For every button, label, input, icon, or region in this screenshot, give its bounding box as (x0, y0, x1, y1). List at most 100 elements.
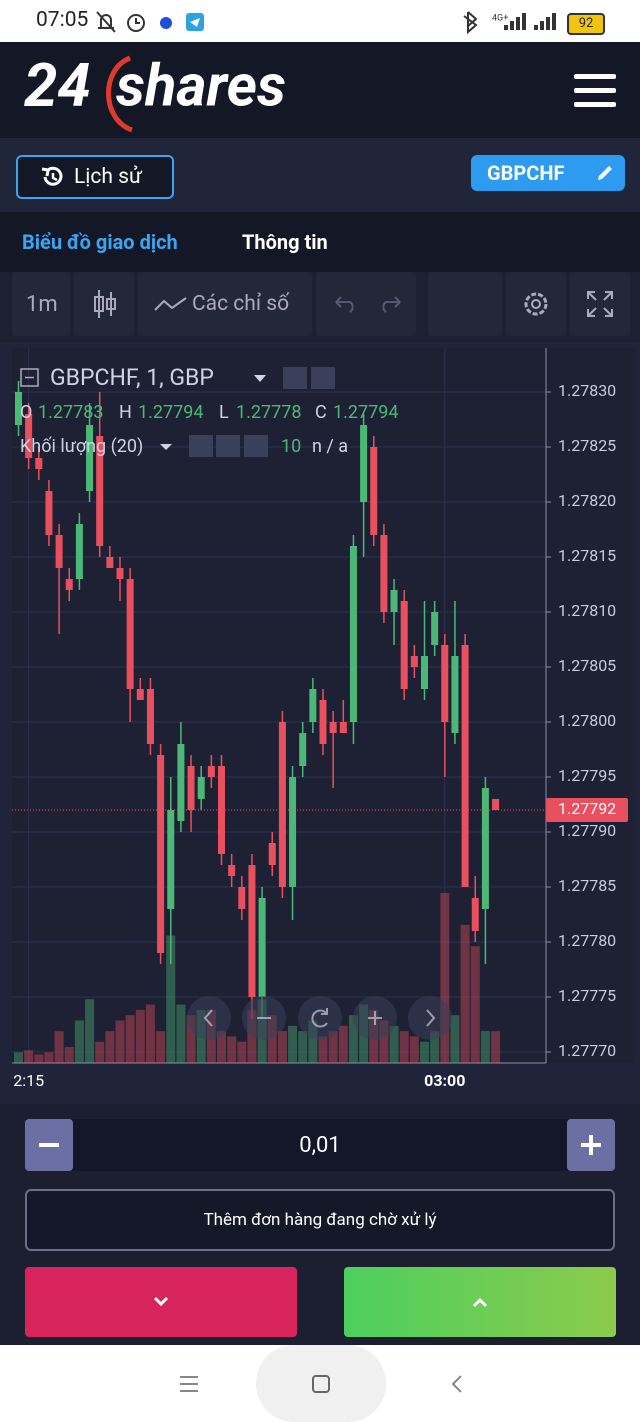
y-tick-label: 1.27825 (558, 436, 616, 455)
candle-body (45, 491, 53, 535)
candle-type-button[interactable] (74, 272, 134, 336)
candle-body (86, 425, 94, 491)
tab-bar: Biểu đồ giao dịch Thông tin (0, 212, 640, 272)
candle-body (228, 865, 236, 876)
legend-button (216, 435, 240, 457)
chart-nav-icon (368, 1011, 382, 1025)
settings-icon (524, 292, 548, 316)
volume-bar (125, 1015, 135, 1063)
last-price-tag (546, 798, 628, 822)
candle-body (65, 579, 73, 590)
indicators-label: Các chỉ số (192, 292, 290, 316)
status-icons (96, 11, 204, 33)
candle-body (370, 447, 378, 535)
legend-ohlc: H (119, 402, 132, 423)
volume-bar (430, 1031, 440, 1063)
candle-body (177, 744, 185, 821)
volume-bar (166, 935, 176, 1063)
minus-button[interactable] (25, 1119, 73, 1171)
x-tick-label: 03:00 (424, 1071, 465, 1090)
y-tick-label: 1.27830 (558, 381, 616, 400)
volume-bar (450, 1015, 460, 1063)
y-tick-label: 1.27820 (558, 491, 616, 510)
candle-body (421, 656, 428, 689)
candle-body (380, 535, 388, 612)
volume-bar (348, 1015, 358, 1063)
volume-bar (135, 1009, 145, 1063)
candle-body (410, 656, 418, 667)
x-tick-label: 2:15 (13, 1071, 44, 1090)
candle-body (207, 766, 215, 777)
candle-body (157, 755, 165, 953)
candle-body (167, 810, 175, 909)
volume-bar (470, 946, 480, 1063)
y-tick-label: 1.27785 (558, 876, 616, 895)
last-price-label: 1.27792 (558, 799, 616, 818)
y-tick-label: 1.27805 (558, 656, 616, 675)
volume-bar (440, 893, 450, 1063)
volume-bar (267, 1015, 277, 1063)
signal-icons: 4G+ (463, 11, 556, 35)
app-header: 24 shares (0, 42, 640, 138)
chart-toolbar: 1m Các chỉ số (0, 272, 640, 342)
volume-bar (389, 1025, 399, 1063)
candle-body (492, 799, 500, 810)
undo-redo[interactable] (316, 272, 416, 336)
candle-body (461, 645, 469, 887)
volume-bar (24, 1050, 34, 1063)
volume-bar (460, 924, 470, 1063)
volume-bar (34, 1054, 44, 1063)
indicators-button[interactable]: Các chỉ số (138, 272, 312, 336)
candle-body (218, 766, 225, 854)
volume-legend-na: n / a (312, 436, 348, 457)
amount-value[interactable]: 0,01 (299, 1133, 341, 1158)
candle-body (35, 458, 43, 469)
volume-bar (95, 1041, 105, 1063)
volume-bar (409, 1036, 419, 1063)
chart-nav-icon (426, 1009, 436, 1027)
settings-button[interactable] (506, 272, 566, 336)
candle-body (15, 392, 22, 425)
chart-nav-button (187, 996, 231, 1040)
candle-body (299, 733, 307, 766)
legend-button (244, 435, 268, 457)
legend-symbol: GBPCHF, 1, GBP (50, 364, 214, 391)
interval-button[interactable]: 1m (12, 272, 70, 336)
candle-body (471, 898, 479, 931)
tab[interactable]: Biểu đồ giao dịch (22, 230, 178, 254)
volume-legend-value: 10 (281, 436, 301, 457)
legend-ohlc: 1.27778 (236, 402, 301, 423)
y-tick-label: 1.27780 (558, 931, 616, 950)
legend-ohlc: 1.27794 (138, 402, 203, 423)
y-tick-label: 1.27800 (558, 711, 616, 730)
volume-bar (308, 1020, 318, 1063)
legend-ohlc: 1.27794 (333, 402, 398, 423)
sell-button[interactable] (25, 1267, 297, 1337)
volume-bar (420, 1041, 429, 1063)
buy-button[interactable] (344, 1267, 616, 1337)
candle-body (360, 425, 368, 502)
volume-bar (277, 1031, 287, 1063)
history-button[interactable]: Lịch sử (16, 155, 174, 199)
volume-legend: Khối lượng (20) (20, 436, 143, 457)
fullscreen-icon (587, 291, 613, 317)
pending-order-button[interactable]: Thêm đơn hàng đang chờ xử lý (25, 1189, 615, 1251)
volume-bar (227, 1036, 237, 1063)
candle-body (146, 689, 154, 744)
candle-body (319, 700, 327, 744)
history-icon (41, 166, 63, 186)
fullscreen-button[interactable] (570, 272, 630, 336)
nav-icons (180, 1375, 462, 1393)
y-tick-label: 1.27795 (558, 766, 616, 785)
candle-body (116, 568, 124, 579)
y-tick-label: 1.27775 (558, 986, 616, 1005)
symbol-button[interactable]: GBPCHF (471, 155, 625, 191)
menu-button[interactable] (572, 72, 618, 108)
home-highlight (256, 1345, 386, 1422)
volume-bar (338, 1025, 348, 1063)
plus-button[interactable] (567, 1119, 615, 1171)
y-tick-label: 1.27770 (558, 1041, 616, 1060)
undo-redo-icons (335, 296, 401, 313)
candle-body (349, 546, 357, 722)
tab[interactable]: Thông tin (242, 230, 328, 254)
